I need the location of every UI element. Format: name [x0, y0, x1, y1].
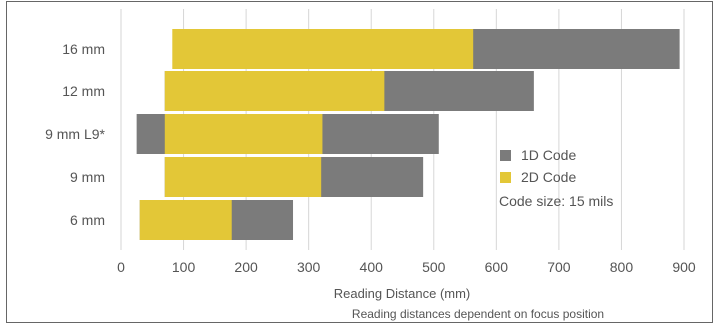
x-tick-label: 100 [172, 259, 196, 275]
bar-2d-4 [139, 200, 232, 240]
bars [136, 29, 680, 240]
x-tick-label: 300 [297, 259, 321, 275]
x-tick-label: 0 [117, 259, 125, 275]
category-label: 9 mm [70, 169, 105, 185]
legend: 1D Code 2D Code Code size: 15 mils [499, 147, 613, 209]
legend-swatch-2d [500, 172, 511, 183]
x-tick-label: 900 [672, 259, 696, 275]
category-label: 16 mm [62, 41, 105, 57]
chart-frame [6, 1, 713, 323]
category-label: 9 mm L9* [45, 126, 105, 142]
bar-2d-3 [164, 157, 322, 197]
category-labels: 16 mm 12 mm 9 mm L9* 9 mm 6 mm [45, 41, 105, 228]
category-label: 6 mm [70, 212, 105, 228]
x-tick-label: 200 [234, 259, 258, 275]
bar-2d-2 [164, 114, 323, 154]
x-tick-label: 600 [485, 259, 509, 275]
x-tick-label: 700 [547, 259, 571, 275]
chart-caption: Reading distances dependent on focus pos… [352, 307, 604, 321]
legend-label-2d: 2D Code [521, 169, 576, 185]
x-tick-label: 500 [422, 259, 446, 275]
legend-label-1d: 1D Code [521, 147, 576, 163]
bar-2d-1 [164, 71, 385, 111]
x-tick-label: 800 [610, 259, 634, 275]
code-size-note: Code size: 15 mils [499, 193, 613, 209]
x-axis-label: Reading Distance (mm) [334, 286, 471, 301]
category-label: 12 mm [62, 83, 105, 99]
x-tick-labels: 0 100 200 300 400 500 600 700 800 900 [117, 259, 696, 275]
x-tick-label: 400 [360, 259, 384, 275]
bar-2d-0 [172, 29, 474, 69]
legend-swatch-1d [500, 150, 511, 161]
